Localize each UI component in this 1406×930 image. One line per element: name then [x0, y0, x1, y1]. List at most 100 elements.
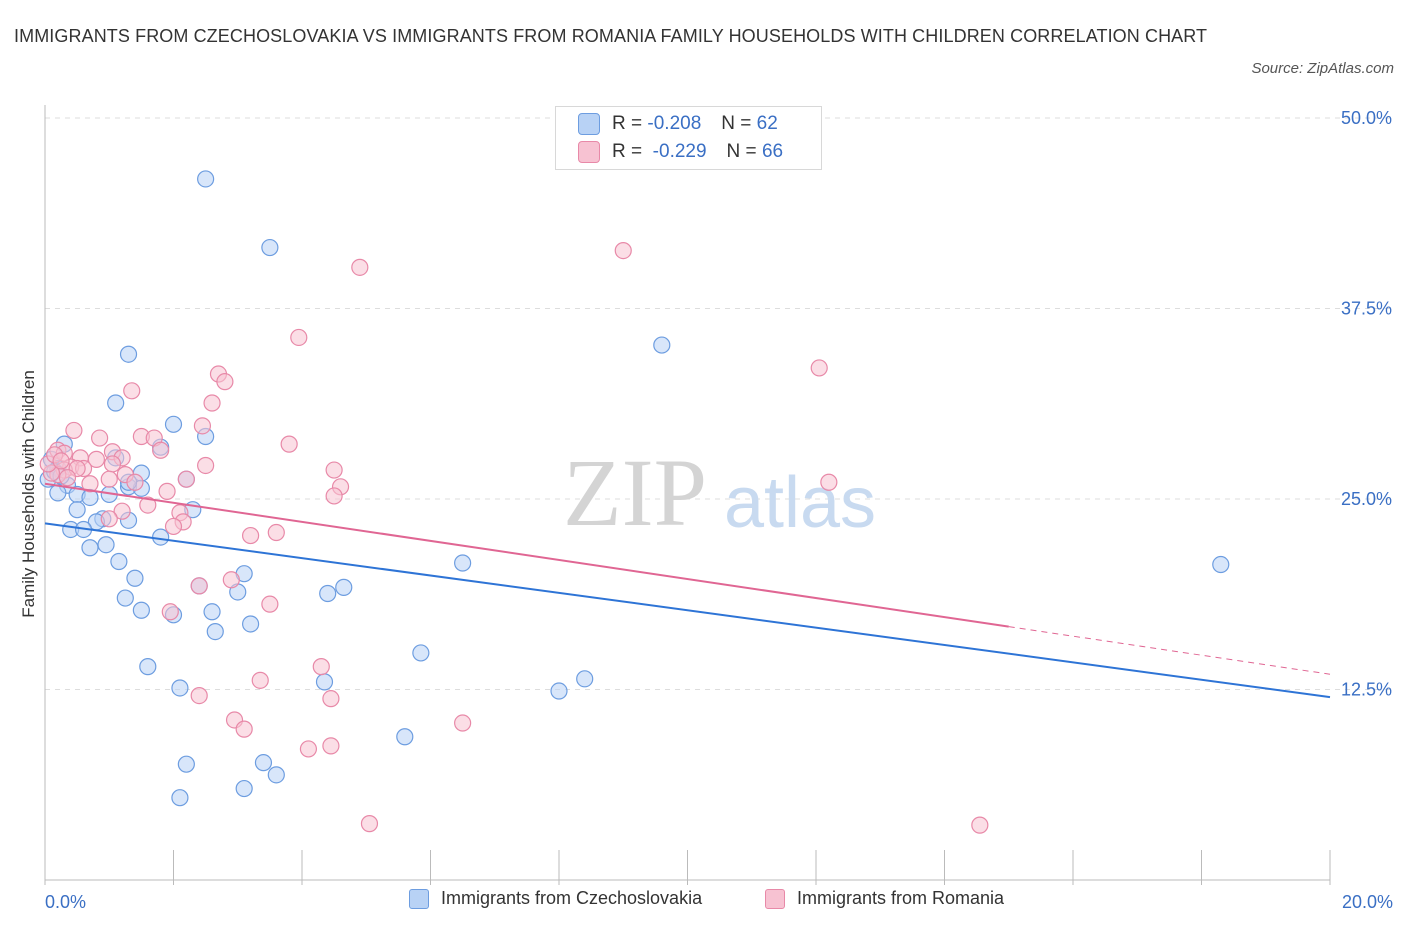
romania-trend-line-extension	[1008, 626, 1331, 675]
czechoslovakia-point	[319, 584, 337, 603]
romania-point	[242, 526, 260, 545]
bottom-legend-romania: Immigrants from Romania	[765, 888, 1004, 909]
romania-point	[139, 496, 157, 514]
romania-point	[290, 328, 308, 347]
bottom-legend-label: Immigrants from Romania	[797, 888, 1005, 908]
romania-point	[103, 455, 122, 473]
czechoslovakia-trend-line	[44, 522, 1331, 699]
blue-swatch	[409, 888, 429, 909]
czechoslovakia-point	[171, 679, 189, 697]
romania-point	[280, 435, 298, 453]
romania-point	[65, 421, 83, 440]
axis-layer	[44, 105, 1331, 885]
stats-legend: R = -0.208 N = 62 R = -0.229 N = 66	[555, 106, 822, 170]
bottom-legend-label: Immigrants from Czechoslovakia	[441, 888, 703, 908]
romania-point	[351, 258, 369, 276]
legend-row-romania: R = -0.229 N = 66	[578, 138, 783, 166]
romania-trend-line	[44, 482, 1009, 628]
romania-point	[87, 450, 106, 468]
romania-point	[454, 714, 472, 732]
czechoslovakia-point	[132, 601, 150, 619]
czechoslovakia-point	[235, 779, 253, 798]
romania-point	[251, 671, 269, 689]
czechoslovakia-point	[107, 394, 125, 412]
romania-point	[158, 482, 176, 500]
romania-point	[360, 815, 379, 833]
legend-r-value: -0.229	[652, 141, 707, 162]
czechoslovakia-point	[116, 589, 134, 607]
points-layer	[39, 170, 1230, 834]
czechoslovakia-point	[396, 728, 414, 746]
romania-point	[123, 382, 141, 400]
y-tick-label: 50.0%	[1341, 108, 1392, 128]
romania-point	[100, 470, 118, 488]
romania-point	[971, 816, 989, 834]
romania-point	[322, 737, 340, 755]
romania-point	[164, 517, 183, 536]
romania-point	[58, 469, 77, 487]
legend-n-value: 62	[756, 113, 778, 134]
y-axis-label: Family Households with Children	[19, 370, 38, 618]
legend-n-label: N =	[726, 141, 757, 162]
romania-point	[81, 475, 99, 493]
legend-r-value: -0.208	[647, 113, 702, 134]
romania-point	[222, 571, 240, 589]
czechoslovakia-point	[653, 336, 671, 354]
czechoslovakia-point	[315, 673, 334, 691]
czechoslovakia-point	[1212, 555, 1230, 574]
czechoslovakia-point	[68, 501, 86, 519]
czechoslovakia-point	[254, 754, 273, 772]
czechoslovakia-point	[197, 170, 215, 188]
romania-point	[325, 487, 343, 505]
pink-swatch	[578, 141, 600, 163]
romania-point	[193, 417, 212, 435]
romania-point	[614, 241, 632, 260]
czechoslovakia-point	[267, 766, 285, 784]
czechoslovakia-point	[335, 578, 353, 596]
legend-row-czechoslovakia: R = -0.208 N = 62	[578, 110, 778, 138]
czechoslovakia-point	[126, 569, 144, 587]
romania-point	[190, 577, 208, 595]
legend-n-value: 66	[761, 141, 784, 162]
legend-r-label: R =	[612, 141, 643, 162]
romania-point	[299, 740, 318, 758]
chart-title: IMMIGRANTS FROM CZECHOSLOVAKIA VS IMMIGR…	[14, 26, 1208, 46]
pink-swatch	[765, 888, 785, 909]
romania-point	[312, 658, 330, 676]
romania-point	[113, 502, 131, 520]
czechoslovakia-point	[164, 415, 183, 433]
x-tick-label: 20.0%	[1342, 892, 1393, 912]
czechoslovakia-point	[139, 658, 157, 676]
romania-point	[190, 686, 208, 705]
romania-point	[161, 603, 179, 621]
romania-point	[126, 473, 144, 491]
romania-point	[235, 720, 253, 738]
labels-layer: 12.5% 25.0% 37.5% 50.0% 0.0% 20.0%	[45, 108, 1393, 912]
romania-point	[152, 441, 170, 459]
romania-point	[216, 373, 234, 391]
czechoslovakia-point	[454, 554, 472, 572]
czechoslovakia-point	[206, 622, 224, 641]
romania-point	[203, 394, 221, 412]
czechoslovakia-point	[576, 670, 594, 688]
trend-layer	[44, 482, 1331, 699]
czechoslovakia-point	[550, 682, 568, 700]
y-tick-label: 37.5%	[1341, 299, 1392, 319]
grid-layer	[45, 117, 1395, 690]
watermark-zip: ZIP	[563, 439, 707, 546]
czechoslovakia-point	[119, 345, 138, 363]
czechoslovakia-point	[261, 238, 279, 257]
watermark-atlas: atlas	[724, 463, 876, 543]
czechoslovakia-point	[97, 536, 115, 554]
source-label: Source: ZipAtlas.com	[1251, 60, 1394, 77]
romania-point	[325, 461, 343, 479]
romania-point	[197, 456, 215, 475]
legend-r-label: R =	[612, 113, 643, 134]
legend-n-label: N =	[721, 113, 752, 134]
czechoslovakia-point	[81, 539, 99, 557]
czechoslovakia-point	[110, 552, 128, 571]
romania-point	[267, 523, 285, 542]
romania-point	[322, 690, 340, 708]
romania-point	[810, 359, 828, 377]
romania-point	[91, 429, 109, 447]
